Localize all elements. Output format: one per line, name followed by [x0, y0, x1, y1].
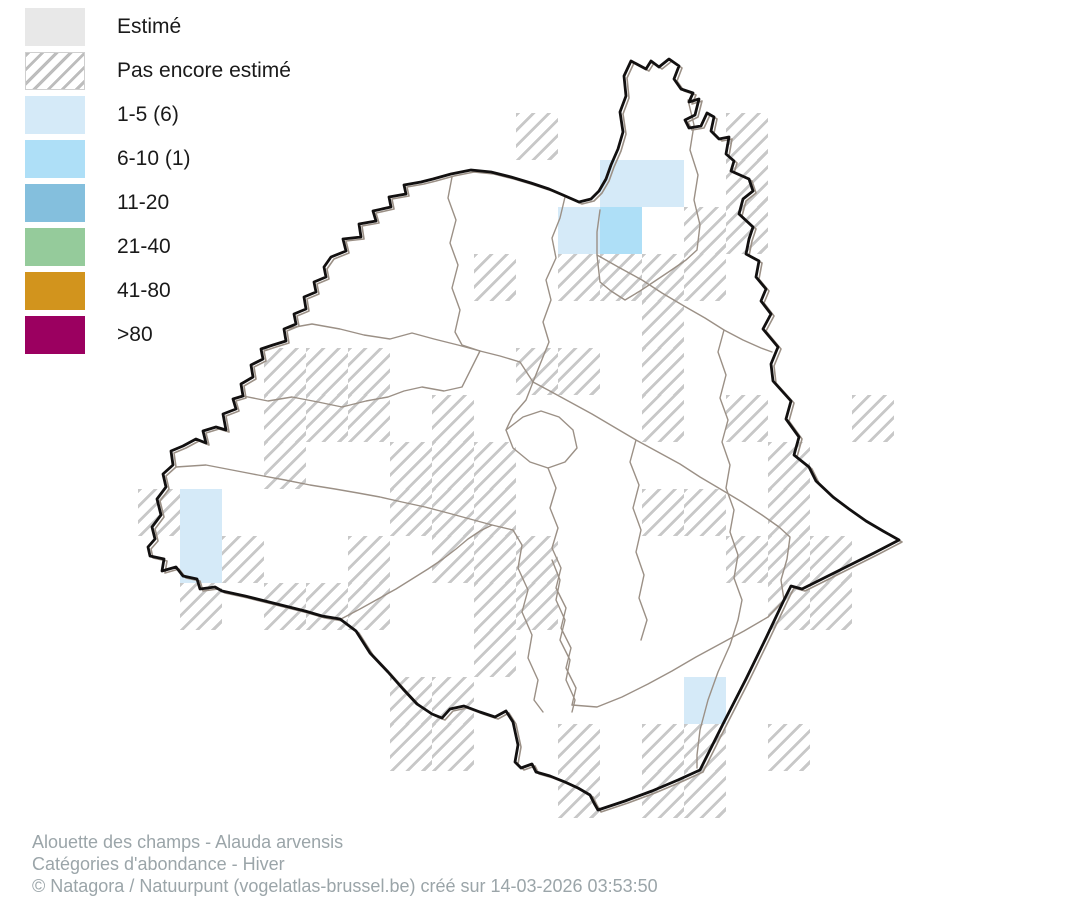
legend-item-not-estimated: Pas encore estimé	[25, 52, 291, 90]
legend-item-21-40: 21-40	[25, 228, 291, 266]
cell-not-estimated	[432, 489, 474, 536]
region-boundary	[146, 57, 901, 812]
cell-not-estimated	[264, 442, 306, 489]
cell-not-estimated	[642, 348, 684, 395]
cell-not-estimated	[390, 677, 432, 724]
cell-not-estimated	[474, 630, 516, 677]
cell-not-estimated	[264, 395, 306, 442]
cell-not-estimated	[306, 348, 348, 395]
cell-not-estimated	[768, 442, 810, 489]
cell-not-estimated	[684, 254, 726, 301]
cell-not-estimated	[558, 771, 600, 818]
cell-not-estimated	[348, 536, 390, 583]
cell-not-estimated	[264, 348, 306, 395]
legend-label: 1-5 (6)	[117, 103, 179, 126]
cell-not-estimated	[726, 395, 768, 442]
cell-abundance-1-5	[180, 536, 222, 583]
caption-species: Alouette des champs - Alauda arvensis	[32, 832, 344, 852]
cell-not-estimated	[180, 583, 222, 630]
cell-not-estimated	[516, 113, 558, 160]
legend-swatch-not-estimated	[25, 52, 85, 90]
cell-not-estimated	[432, 724, 474, 771]
legend-label: 6-10 (1)	[117, 147, 191, 170]
cell-not-estimated	[348, 395, 390, 442]
legend-swatch-estimated	[25, 8, 85, 46]
legend-item-estimated: Estimé	[25, 8, 291, 46]
cell-not-estimated	[306, 583, 348, 630]
legend-swatch-41-80	[25, 272, 85, 310]
legend-label: Estimé	[117, 15, 182, 38]
caption: Alouette des champs - Alauda arvensis Ca…	[32, 831, 658, 897]
cell-not-estimated	[768, 489, 810, 536]
cell-not-estimated	[642, 395, 684, 442]
cell-not-estimated	[474, 536, 516, 583]
cell-not-estimated	[432, 442, 474, 489]
legend-label: Pas encore estimé	[117, 59, 291, 82]
legend-swatch-21-40	[25, 228, 85, 266]
cell-not-estimated	[390, 724, 432, 771]
cell-abundance-1-5	[642, 160, 684, 207]
cell-not-estimated	[432, 536, 474, 583]
cell-not-estimated	[516, 536, 558, 583]
legend-swatch-1-5	[25, 96, 85, 134]
cell-not-estimated	[726, 113, 768, 160]
legend-item-41-80: 41-80	[25, 272, 291, 310]
cell-abundance-1-5	[558, 207, 600, 254]
cell-not-estimated	[474, 583, 516, 630]
legend-label: >80	[117, 323, 153, 346]
cell-not-estimated	[390, 442, 432, 489]
cell-not-estimated	[684, 207, 726, 254]
cell-not-estimated	[306, 395, 348, 442]
caption-category: Catégories d'abondance - Hiver	[32, 854, 285, 874]
legend-item-6-10: 6-10 (1)	[25, 140, 291, 178]
cell-not-estimated	[474, 489, 516, 536]
cell-not-estimated	[600, 254, 642, 301]
legend-swatch-80plus	[25, 316, 85, 354]
caption-copyright: © Natagora / Natuurpunt (vogelatlas-brus…	[32, 876, 658, 896]
cell-not-estimated	[810, 583, 852, 630]
cell-not-estimated	[768, 724, 810, 771]
cell-not-estimated	[390, 489, 432, 536]
cell-not-estimated	[558, 348, 600, 395]
cell-not-estimated	[222, 536, 264, 583]
cell-abundance-1-5	[684, 677, 726, 724]
cell-not-estimated	[852, 395, 894, 442]
cell-not-estimated	[432, 395, 474, 442]
legend: Estimé Pas encore estimé 1-5 (6) 6-10 (1…	[25, 8, 291, 360]
cell-not-estimated	[642, 724, 684, 771]
cell-not-estimated	[684, 489, 726, 536]
legend-item-11-20: 11-20	[25, 184, 291, 222]
cell-not-estimated	[642, 301, 684, 348]
legend-swatch-11-20	[25, 184, 85, 222]
legend-label: 21-40	[117, 235, 171, 258]
municipality-borders	[150, 60, 903, 813]
cell-not-estimated	[642, 489, 684, 536]
cell-abundance-6-10	[600, 207, 642, 254]
legend-item-80plus: >80	[25, 316, 291, 354]
regional-hug-border	[150, 60, 903, 813]
cell-not-estimated	[474, 254, 516, 301]
legend-item-1-5: 1-5 (6)	[25, 96, 291, 134]
legend-swatch-6-10	[25, 140, 85, 178]
cell-not-estimated	[684, 771, 726, 818]
cell-not-estimated	[348, 583, 390, 630]
cell-not-estimated	[558, 254, 600, 301]
cell-not-estimated	[348, 348, 390, 395]
cell-not-estimated	[558, 724, 600, 771]
legend-label: 11-20	[117, 191, 170, 214]
cell-abundance-1-5	[180, 489, 222, 536]
cell-not-estimated	[474, 442, 516, 489]
cell-not-estimated	[726, 536, 768, 583]
legend-label: 41-80	[117, 279, 171, 302]
